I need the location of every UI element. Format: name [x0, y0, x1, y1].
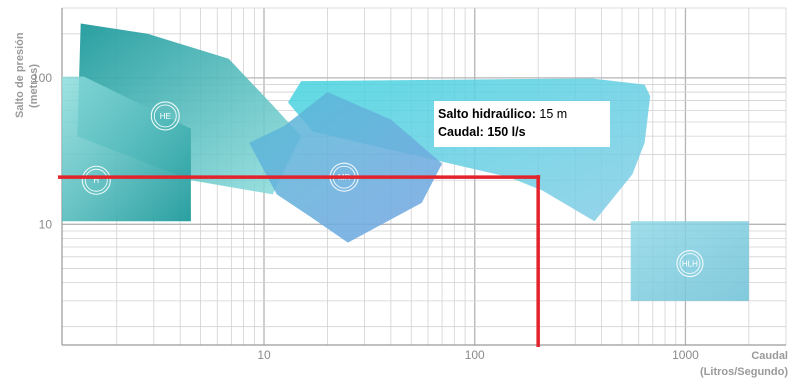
tick-labels: 10 100 1000 10 100	[32, 71, 699, 362]
annotation-line-head: Salto hidraúlico: 15 m	[438, 107, 567, 121]
axis-labels: Salto de presión (metros) Caudal (Litros…	[14, 32, 788, 378]
y-axis-label: Salto de presión	[14, 32, 26, 118]
annotation-head-label: Salto hidraúlico:	[438, 107, 536, 121]
y-tick-label: 10	[39, 217, 53, 231]
zone-h	[62, 76, 191, 222]
zone-badge-ring	[150, 101, 180, 131]
zone-mr	[249, 92, 443, 243]
annotation-head-value: 15 m	[539, 107, 568, 121]
zone-badge-ring-inner	[153, 104, 177, 128]
zone-hlh	[630, 221, 749, 301]
zone-badge-ring	[676, 249, 704, 278]
annotation-flow-value: 150 l/s	[487, 125, 526, 139]
y-axis-unit: (metros)	[28, 64, 40, 108]
x-tick-label: 1000	[672, 348, 699, 362]
x-axis-label: Caudal	[751, 350, 788, 362]
marker	[58, 175, 541, 347]
annotation-box: Salto hidraúlico: 15 m Caudal: 150 l/s	[434, 101, 610, 147]
y-tick-label: 100	[32, 71, 52, 85]
zone-label-hlh: HLH	[682, 260, 698, 269]
zones: HEHMRHLH	[62, 23, 749, 301]
zone-label-h: H	[93, 176, 99, 185]
zone-badge-ring-inner	[84, 168, 108, 192]
zone-badge-ring-inner	[679, 253, 701, 274]
x-tick-label: 100	[465, 348, 485, 362]
zone-badge-ring	[81, 165, 111, 195]
annotation-line-flow: Caudal: 150 l/s	[438, 125, 526, 139]
x-tick-label: 10	[257, 348, 271, 362]
x-axis-unit: (Litros/Segundo)	[700, 366, 788, 378]
annotation-flow-label: Caudal:	[438, 125, 484, 139]
zone-label-he: HE	[160, 112, 171, 121]
